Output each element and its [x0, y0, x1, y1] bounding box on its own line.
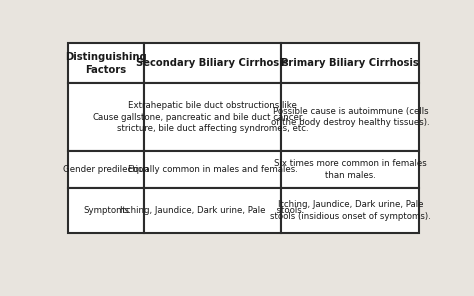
Text: Primary Biliary Cirrhosis: Primary Biliary Cirrhosis	[282, 58, 419, 68]
Text: Equally common in males and females.: Equally common in males and females.	[128, 165, 298, 174]
Bar	[282, 151, 419, 188]
Text: Symptoms: Symptoms	[83, 206, 129, 215]
Bar	[144, 188, 282, 233]
Bar	[68, 44, 144, 83]
Bar	[68, 188, 144, 233]
Text: Distinguishing
Factors: Distinguishing Factors	[65, 52, 147, 75]
Text: Gender predilection: Gender predilection	[63, 165, 149, 174]
Bar	[144, 83, 282, 151]
Text: Cause: Cause	[93, 112, 119, 121]
Bar	[144, 44, 282, 83]
Text: Itching, Jaundice, Dark urine, Pale    stools.: Itching, Jaundice, Dark urine, Pale stoo…	[120, 206, 305, 215]
Bar	[282, 44, 419, 83]
Bar	[282, 83, 419, 151]
Text: Secondary Biliary Cirrhosis: Secondary Biliary Cirrhosis	[137, 58, 289, 68]
Text: Six times more common in females
than males.: Six times more common in females than ma…	[274, 159, 427, 180]
Text: Itching, Jaundice, Dark urine, Pale
stools (insidious onset of symptoms).: Itching, Jaundice, Dark urine, Pale stoo…	[270, 200, 431, 221]
Bar	[144, 151, 282, 188]
Bar	[68, 83, 144, 151]
Bar	[68, 151, 144, 188]
Bar	[282, 188, 419, 233]
Text: Extrahepatic bile duct obstructions like
gallstone, pancreatic and bile duct can: Extrahepatic bile duct obstructions like…	[117, 101, 309, 133]
Text: Possible cause is autoimmune (cells
of the body destroy healthy tissues).: Possible cause is autoimmune (cells of t…	[271, 107, 430, 127]
